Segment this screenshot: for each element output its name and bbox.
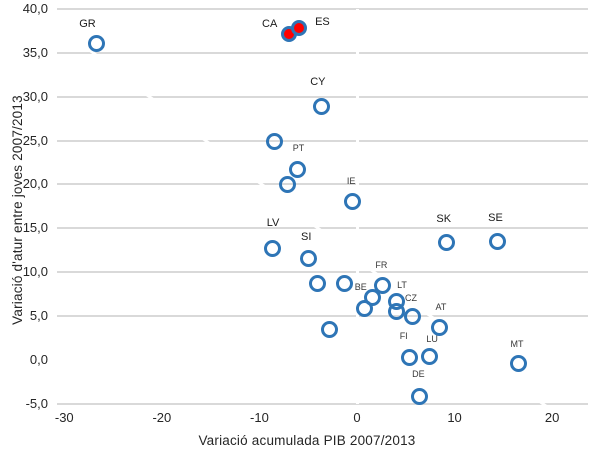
data-point bbox=[400, 349, 418, 367]
y-tick-label: -5,0 bbox=[25, 395, 48, 411]
y-tick-label: 35,0 bbox=[22, 44, 48, 60]
data-point bbox=[388, 302, 405, 320]
data-point bbox=[308, 274, 326, 292]
data-point bbox=[411, 387, 429, 405]
data-point bbox=[300, 250, 318, 268]
x-tick-label: 0 bbox=[353, 410, 361, 425]
data-point bbox=[344, 192, 362, 210]
y-tick-label: 25,0 bbox=[22, 132, 48, 148]
gridline bbox=[57, 7, 588, 10]
gridline bbox=[57, 139, 588, 142]
data-point-highlighted bbox=[291, 20, 308, 37]
data-point bbox=[88, 34, 106, 52]
data-point bbox=[355, 300, 373, 318]
y-axis-title: Variació d'atur entre joves 2007/2013 bbox=[10, 95, 25, 325]
gridline bbox=[57, 271, 588, 274]
point-label: LT bbox=[397, 280, 407, 291]
gridline bbox=[57, 183, 588, 186]
data-point bbox=[336, 274, 354, 292]
point-label: CY bbox=[310, 76, 326, 89]
x-axis-title: Variació acumulada PIB 2007/2013 bbox=[198, 433, 416, 448]
point-label: PT bbox=[292, 143, 305, 154]
gridline bbox=[57, 402, 588, 405]
data-point bbox=[421, 348, 439, 366]
data-point bbox=[312, 98, 330, 116]
y-tick-label: 15,0 bbox=[22, 220, 48, 236]
data-point bbox=[320, 321, 338, 339]
data-point bbox=[403, 307, 421, 325]
data-point bbox=[488, 233, 506, 251]
point-label: LV bbox=[266, 217, 280, 230]
point-label: FI bbox=[399, 331, 408, 342]
point-label: SI bbox=[300, 231, 312, 244]
point-label: BE bbox=[354, 282, 367, 293]
zero-y-axis-line bbox=[57, 358, 588, 362]
point-label: AT bbox=[435, 302, 447, 313]
data-point bbox=[289, 161, 307, 179]
gridline bbox=[57, 315, 588, 318]
data-point bbox=[374, 277, 392, 295]
data-point bbox=[264, 240, 282, 258]
y-tick-label: 0,0 bbox=[29, 352, 48, 367]
gridline bbox=[57, 51, 588, 54]
point-label: FR bbox=[375, 260, 388, 271]
point-label: CA bbox=[262, 18, 278, 31]
data-point bbox=[437, 234, 455, 252]
data-point bbox=[430, 319, 448, 337]
y-tick-label: 20,0 bbox=[22, 176, 48, 192]
point-label: IE bbox=[346, 175, 356, 186]
x-tick-label: -30 bbox=[54, 410, 74, 425]
point-label: LU bbox=[426, 334, 438, 345]
x-tick-label: -20 bbox=[152, 410, 172, 425]
data-point bbox=[266, 133, 284, 151]
gridline bbox=[57, 227, 588, 230]
point-label: MT bbox=[510, 339, 524, 350]
y-tick-label: 5,0 bbox=[29, 308, 48, 324]
x-tick-label: 20 bbox=[544, 410, 560, 425]
y-tick-label: 40,0 bbox=[22, 0, 48, 16]
point-label: GR bbox=[79, 17, 96, 30]
point-label: CZ bbox=[405, 292, 417, 303]
y-tick-label: 10,0 bbox=[22, 264, 48, 280]
point-label: ES bbox=[315, 16, 330, 29]
data-point bbox=[278, 176, 296, 194]
x-tick-label: 10 bbox=[447, 410, 462, 425]
point-label: DE bbox=[412, 368, 425, 379]
gridline bbox=[57, 95, 588, 98]
point-label: SK bbox=[436, 213, 452, 226]
y-tick-label: 30,0 bbox=[22, 88, 48, 104]
point-label: SE bbox=[488, 212, 503, 225]
data-point bbox=[509, 355, 527, 373]
x-tick-label: -10 bbox=[250, 410, 269, 425]
